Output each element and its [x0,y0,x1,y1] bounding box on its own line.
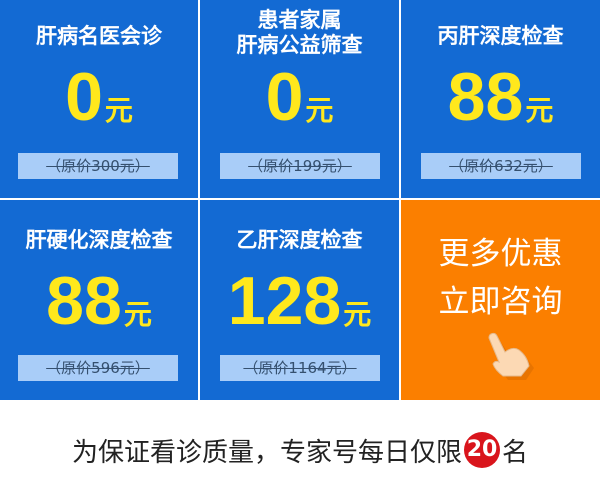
daily-limit-notice: 为保证看诊质量，专家号每日仅限 20 名 [0,400,600,500]
more-offers-text: 更多优惠 立即咨询 [438,236,563,320]
offer-card-cirrhosis[interactable]: 肝硬化深度检查 88元 （原价596元） [0,200,198,400]
offer-card-hepatitis-c[interactable]: 丙肝深度检查 88元 （原价632元） [401,0,600,198]
limit-badge: 20 [464,432,500,468]
card-title: 患者家属 肝病公益筛查 [236,8,363,57]
card-price: 0元 [65,59,133,135]
card-title: 丙肝深度检查 [437,24,564,48]
card-price: 88元 [447,59,554,135]
offer-card-hepatitis-b[interactable]: 乙肝深度检查 128元 （原价1164元） [200,200,399,400]
notice-text: 为保证看诊质量，专家号每日仅限 [71,437,462,468]
card-title: 乙肝深度检查 [236,228,363,252]
offer-card-liver-consult[interactable]: 肝病名医会诊 0元 （原价300元） [0,0,198,198]
card-price: 128元 [227,263,372,339]
pointing-hand-icon [488,332,534,380]
offer-card-family-screening[interactable]: 患者家属 肝病公益筛查 0元 （原价199元） [200,0,399,198]
card-title: 肝硬化深度检查 [25,228,173,252]
card-price: 88元 [46,263,152,339]
original-price: （原价300元） [18,153,178,179]
original-price: （原价632元） [421,153,581,179]
more-offers-consult-button[interactable]: 更多优惠 立即咨询 [401,200,600,400]
original-price: （原价596元） [18,355,178,381]
card-title: 肝病名医会诊 [36,24,162,48]
offer-grid: 肝病名医会诊 0元 （原价300元） 患者家属 肝病公益筛查 0元 （原价199… [0,0,600,400]
original-price: （原价199元） [220,153,380,179]
card-price: 0元 [265,59,334,135]
notice-suffix: 名 [502,437,529,468]
original-price: （原价1164元） [220,355,380,381]
